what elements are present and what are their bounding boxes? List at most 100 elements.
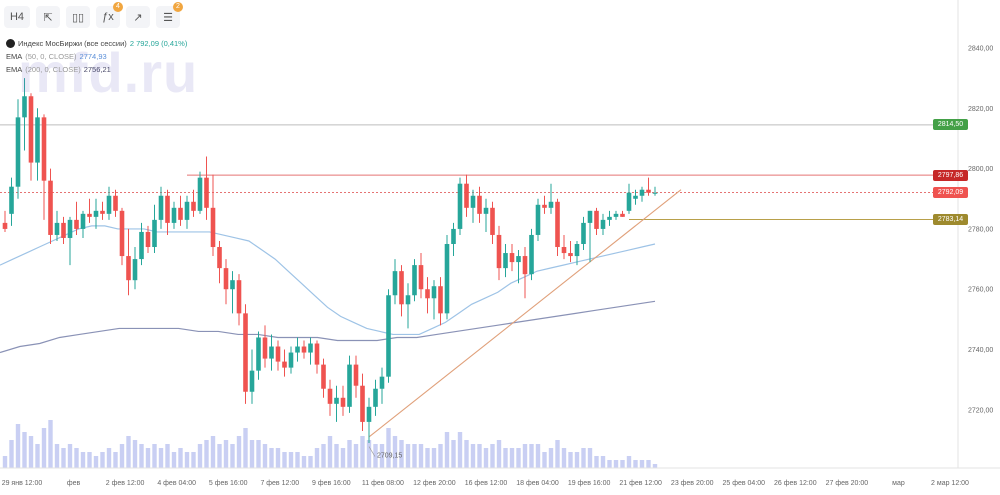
candle-body xyxy=(321,364,326,389)
candle-body xyxy=(561,247,567,254)
low-marker-line xyxy=(368,446,376,457)
candle-body xyxy=(48,180,53,235)
y-tick-label: 2760,00 xyxy=(968,287,993,294)
volume-bar xyxy=(54,444,60,468)
volume-bar xyxy=(126,436,131,468)
last-price: 2 792,09 (0,41%) xyxy=(129,39,188,48)
y-tick-label: 2740,00 xyxy=(968,347,993,354)
candles xyxy=(2,78,658,444)
volume-bar xyxy=(269,448,274,468)
legend-ema50-row[interactable]: EMA (50, 0, CLOSE) 2774,93 xyxy=(6,50,187,63)
volume-bar xyxy=(431,448,437,468)
volume-bar xyxy=(425,448,430,468)
candle-body xyxy=(301,346,307,353)
y-tick-label: 2800,00 xyxy=(968,166,993,173)
candle-body xyxy=(503,253,508,269)
volume-bar xyxy=(295,452,300,468)
candle-body xyxy=(548,201,554,208)
candle-body xyxy=(444,244,450,314)
volume-bar xyxy=(15,424,21,468)
trendline[interactable] xyxy=(368,189,682,438)
candle-body xyxy=(54,222,60,235)
candles-button[interactable]: ▯▯ xyxy=(66,6,90,28)
volume-bar xyxy=(418,444,424,468)
candle-body xyxy=(113,195,118,211)
volume-bar xyxy=(48,420,53,468)
volume-bar xyxy=(516,448,521,468)
volume-bar xyxy=(191,452,196,468)
volume-bar xyxy=(373,444,378,468)
candle-body xyxy=(314,343,320,365)
legend-instrument-row[interactable]: Индекс МосБиржи (все сессии) 2 792,09 (0… xyxy=(6,37,187,50)
volume-bar xyxy=(236,436,242,468)
indicators-icon: ƒx xyxy=(102,11,114,23)
cursor-button[interactable]: ⇱ xyxy=(36,6,60,28)
candle-body xyxy=(295,346,300,353)
ema200-params: (200, 0, CLOSE) xyxy=(25,65,81,74)
candle-body xyxy=(529,234,534,275)
volume-bar xyxy=(178,448,183,468)
candle-body xyxy=(496,234,502,269)
candle-body xyxy=(236,280,242,314)
volume-bar xyxy=(165,444,170,468)
volume-bar xyxy=(600,456,606,468)
volume-bar xyxy=(74,448,79,468)
drawing-button[interactable]: ↗ xyxy=(126,6,150,28)
candle-body xyxy=(308,343,313,353)
candle-body xyxy=(431,286,437,299)
price-tag: 2783,14 xyxy=(933,213,968,225)
volume-bar xyxy=(41,428,47,468)
y-tick-label: 2820,00 xyxy=(968,106,993,113)
x-tick-label: мар xyxy=(892,480,905,487)
candle-body xyxy=(652,192,658,194)
candle-body xyxy=(243,313,248,392)
volume-bar xyxy=(613,460,619,468)
candle-body xyxy=(100,210,105,214)
indicators-button[interactable]: ƒx 4 xyxy=(96,2,123,28)
instrument-name: Индекс МосБиржи (все сессии) xyxy=(18,39,127,48)
volume-bar xyxy=(308,456,313,468)
candle-body xyxy=(633,195,638,199)
volume-bar xyxy=(132,440,138,468)
x-tick-label: фев xyxy=(67,480,81,487)
settings-button[interactable]: ☰ 2 xyxy=(156,2,183,28)
candle-body xyxy=(639,189,645,196)
candle-body xyxy=(327,388,333,404)
volume-bar xyxy=(22,432,27,468)
volume-bar xyxy=(353,444,359,468)
volume-bar xyxy=(509,448,515,468)
volume-bar xyxy=(119,444,125,468)
candle-body xyxy=(418,265,424,290)
candle-body xyxy=(568,253,573,257)
volume-bar xyxy=(360,436,365,468)
legend-ema200-row[interactable]: EMA (200, 0, CLOSE) 2756,21 xyxy=(6,63,187,76)
candle-body xyxy=(256,337,261,371)
x-tick-label: 5 фев 16:00 xyxy=(209,480,248,487)
candle-body xyxy=(522,256,528,275)
candle-body xyxy=(600,219,606,229)
candle-body xyxy=(483,207,489,214)
x-tick-label: 19 фев 16:00 xyxy=(568,480,611,487)
volume-bar xyxy=(100,452,105,468)
candle-body xyxy=(399,271,404,305)
volume-bar xyxy=(412,444,417,468)
instrument-icon xyxy=(6,39,15,48)
candle-body xyxy=(275,346,281,362)
volume-bar xyxy=(327,436,333,468)
cursor-icon: ⇱ xyxy=(43,11,53,24)
volume-bars xyxy=(2,420,658,468)
candle-body xyxy=(165,195,170,223)
timeframe-button[interactable]: H4 xyxy=(4,6,30,28)
candle-body xyxy=(340,397,346,407)
candle-body xyxy=(542,204,547,208)
candle-body xyxy=(451,228,456,244)
volume-bar xyxy=(230,444,235,468)
volume-bar xyxy=(334,444,339,468)
volume-bar xyxy=(379,444,385,468)
volume-bar xyxy=(503,448,508,468)
volume-bar xyxy=(496,440,502,468)
candle-body xyxy=(412,265,417,296)
volume-bar xyxy=(561,448,567,468)
